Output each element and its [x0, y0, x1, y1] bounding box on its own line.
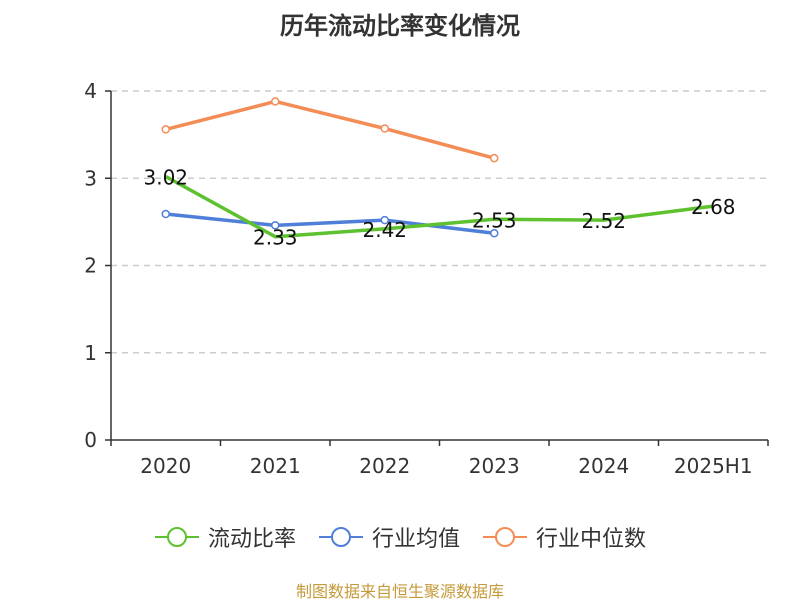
data-label: 2.33 — [253, 226, 298, 250]
x-tick-label: 2024 — [578, 454, 629, 478]
legend-label: 流动比率 — [207, 527, 296, 552]
y-tick-label: 3 — [84, 166, 97, 190]
legend-marker — [495, 527, 515, 547]
series-line — [164, 174, 714, 239]
legend-marker — [166, 527, 187, 547]
source-note: 制图数据来自恒生聚源数据库 — [295, 582, 504, 601]
legend-item[interactable]: 行业均值 — [318, 521, 460, 553]
axes: 0 1 2 3 4 2020 2021 2022 2023 2024 2025H1 — [84, 79, 769, 478]
data-labels: 3.02 2.33 2.42 2.53 2.52 2.68 — [143, 166, 735, 250]
data-label: 3.02 — [143, 166, 188, 190]
y-tick-label: 1 — [84, 341, 97, 365]
legend-swatch — [483, 527, 527, 547]
data-label: 2.68 — [691, 195, 736, 219]
data-point — [271, 221, 280, 230]
data-point — [161, 125, 170, 134]
x-tick-label: 2021 — [250, 454, 301, 478]
x-tick-label: 2022 — [359, 454, 410, 478]
chart-title: 历年流动比率变化情况 — [280, 12, 520, 40]
y-tick-label: 0 — [84, 428, 97, 452]
legend-item[interactable]: 行业中位数 — [482, 521, 646, 553]
data-point — [490, 228, 499, 238]
data-point — [380, 215, 389, 225]
y-tick-label: 2 — [84, 254, 97, 278]
grid-lines — [111, 90, 768, 354]
x-tick-label: 2020 — [140, 454, 191, 478]
data-label: 2.53 — [472, 208, 517, 232]
x-tick-label: 2025H1 — [674, 454, 753, 478]
legend-label: 行业中位数 — [536, 527, 647, 552]
data-point — [161, 209, 170, 219]
series-lines — [161, 97, 714, 239]
series-line — [165, 212, 495, 235]
legend-item[interactable]: 流动比率 — [154, 521, 296, 553]
legend-swatch — [154, 527, 199, 547]
legend: 流动比率 行业均值 行业中位数 — [0, 519, 800, 555]
series-line — [165, 99, 495, 160]
legend-swatch — [318, 527, 363, 547]
data-point — [271, 97, 280, 106]
data-point — [490, 153, 499, 163]
x-tick-label: 2023 — [469, 454, 520, 478]
data-label: 2.42 — [362, 218, 407, 242]
data-label: 2.52 — [581, 209, 626, 233]
legend-marker — [330, 527, 351, 547]
data-point — [380, 124, 389, 133]
y-tick-label: 4 — [84, 79, 97, 103]
legend-label: 行业均值 — [371, 527, 460, 552]
